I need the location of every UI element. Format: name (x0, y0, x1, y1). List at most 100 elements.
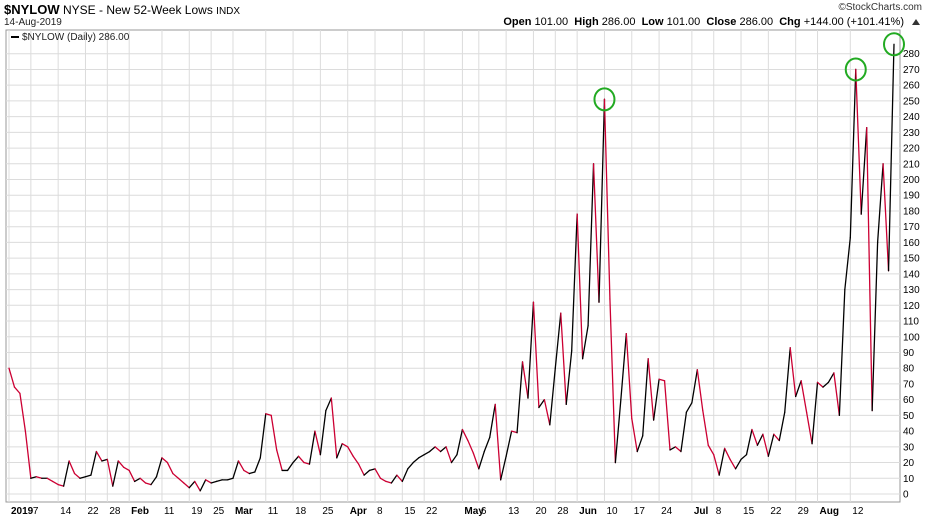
x-tick-label: Feb (131, 506, 149, 517)
series-segment (325, 397, 332, 412)
highlight-circles (593, 32, 905, 112)
x-tick-label: 11 (268, 506, 279, 517)
series-segment (450, 454, 458, 464)
series-segment (652, 378, 660, 421)
y-tick-label: 210 (903, 159, 920, 170)
chart-date: 14-Aug-2019 (4, 17, 62, 28)
series-segment (13, 386, 21, 395)
series-segment (226, 477, 234, 481)
ohlc-readout: Open 101.00 High 286.00 Low 101.00 Close… (503, 16, 904, 28)
series-segment (177, 477, 185, 484)
series-segment (887, 43, 895, 272)
x-tick-label: 15 (743, 506, 755, 517)
series-segment (871, 241, 879, 412)
series-segment (767, 433, 775, 457)
series-segment (35, 476, 43, 479)
series-segment (194, 480, 201, 492)
series-segment (707, 444, 715, 456)
x-tick-label: May (464, 506, 484, 517)
series-segment (631, 417, 638, 453)
series-segment (756, 433, 764, 446)
series-segment (297, 455, 305, 464)
series-segment (866, 126, 873, 412)
y-tick-label: 250 (903, 96, 920, 107)
series-segment (527, 301, 535, 399)
x-tick-label: 28 (557, 506, 569, 517)
series-segment (855, 68, 862, 215)
series-segment (456, 428, 464, 456)
y-tick-label: 90 (903, 348, 915, 359)
series-segment (571, 213, 578, 352)
series-segment (729, 458, 737, 470)
series-segment (90, 450, 98, 476)
x-tick-label: 29 (798, 506, 810, 517)
series-segment (598, 98, 606, 303)
series-segment (144, 482, 152, 486)
series-segment (407, 461, 414, 470)
brand-logo[interactable]: ©StockCharts.com (838, 2, 922, 13)
exchange: NYSE (62, 3, 96, 17)
series-segment (745, 428, 753, 456)
series-segment (210, 480, 218, 484)
x-tick-label: 28 (109, 506, 121, 517)
y-tick-label: 0 (903, 490, 909, 501)
series-segment (237, 460, 245, 472)
series-segment (844, 237, 851, 291)
series-segment (587, 163, 595, 327)
series-segment (691, 369, 698, 404)
series-segment (374, 468, 382, 479)
open-value: 101.00 (534, 16, 569, 28)
series-segment (52, 480, 59, 486)
series-segment (292, 455, 300, 464)
legend-label: $NYLOW (Daily) 286.00 (22, 32, 130, 43)
close-value: 286.00 (739, 16, 774, 28)
y-tick-label: 200 (903, 175, 920, 186)
x-tick-label: 19 (191, 506, 203, 517)
series-segment (538, 399, 546, 409)
series-segment (385, 480, 393, 484)
series-segment (319, 410, 327, 456)
series-segment (576, 213, 584, 360)
y-tick-label: 160 (903, 238, 920, 249)
series-segment (276, 449, 283, 472)
x-tick-label: 17 (634, 506, 646, 517)
series-segment (84, 474, 92, 478)
x-tick-label: Apr (350, 506, 367, 517)
series-segment (713, 454, 720, 476)
series-segment (609, 298, 617, 464)
series-segment (663, 380, 671, 451)
series-segment (696, 369, 704, 412)
series-segment (379, 477, 387, 483)
x-tick-label: 11 (164, 506, 175, 517)
series-segment (773, 433, 780, 442)
series-segment (205, 479, 212, 484)
series-segment (789, 347, 797, 398)
series-segment (510, 430, 518, 434)
series-segment (740, 454, 748, 461)
series-segment (658, 378, 666, 382)
series-segment (603, 98, 611, 300)
series-segment (581, 325, 589, 360)
x-tick-label: Aug (820, 506, 839, 517)
series-segment (215, 479, 223, 483)
series-segment (505, 430, 513, 457)
series-segment (248, 471, 256, 475)
series-segment (396, 474, 403, 483)
series-segment (805, 411, 813, 445)
series-segment (827, 372, 835, 384)
series-segment (685, 402, 693, 413)
series-segment (565, 350, 573, 406)
series-segment (521, 361, 529, 399)
x-tick-label: 2019 (11, 506, 34, 517)
y-tick-label: 180 (903, 206, 920, 217)
x-tick-label: Jun (579, 506, 597, 517)
x-tick-label: 22 (770, 506, 782, 517)
series-segment (117, 460, 125, 468)
data-series (8, 43, 895, 492)
x-tick-label: 6 (481, 506, 487, 517)
series-segment (363, 469, 371, 476)
series-name: New 52-Week Lows (106, 3, 213, 17)
x-tick-label: 25 (322, 506, 334, 517)
series-segment (822, 381, 830, 388)
